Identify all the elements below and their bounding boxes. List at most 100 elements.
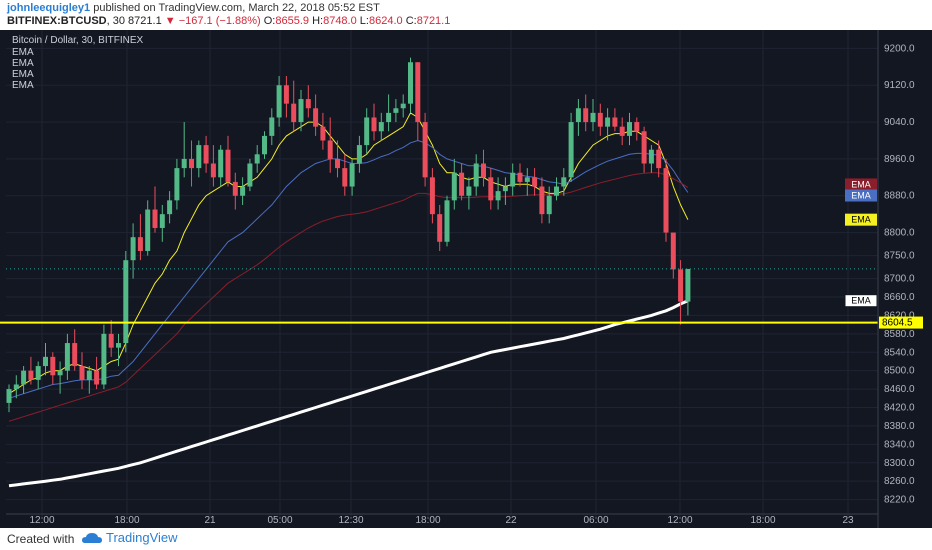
x-tick-label: 12:30: [338, 515, 363, 526]
candle-body: [298, 99, 304, 123]
candle-body: [159, 214, 165, 228]
candle-body: [210, 163, 216, 178]
candle-body: [196, 145, 202, 169]
candle-body: [532, 177, 538, 187]
author-link[interactable]: johnleequigley1: [7, 2, 91, 14]
high-label: H:: [312, 15, 324, 27]
candle-body: [240, 186, 246, 196]
candle-body: [634, 122, 640, 132]
ema-line: [8, 172, 689, 422]
candle-body: [137, 237, 143, 251]
price-axis: 8220.0 8260.0 8300.0 8340.0 8380.0 8420.0 8460…: [877, 30, 932, 528]
candle-body: [568, 122, 574, 178]
candle-body: [269, 117, 275, 136]
legend-ema-1: EMA: [12, 47, 34, 58]
candle-body: [648, 149, 654, 164]
candle-body: [575, 108, 581, 123]
candle-body: [473, 163, 479, 187]
tradingview-brand[interactable]: TradingView: [82, 530, 178, 545]
candle-body: [232, 181, 238, 196]
x-tick-label: 05:00: [267, 515, 292, 526]
candle-body: [335, 158, 340, 169]
candle-body: [437, 214, 443, 242]
y-tick-label: 8800.0: [884, 228, 915, 239]
candle-body: [685, 268, 691, 302]
candle-body: [371, 117, 377, 132]
y-tick-label: 8620.0: [884, 310, 915, 321]
ema-price-tag: [845, 178, 877, 191]
candle-body: [43, 356, 48, 367]
y-tick-label: 8380.0: [884, 421, 915, 432]
y-tick-label: 8880.0: [884, 191, 915, 202]
x-tick-label: 18:00: [415, 515, 440, 526]
candle-body: [502, 186, 508, 192]
last-price: 8721.1: [128, 15, 162, 27]
candle-body: [466, 186, 472, 196]
y-tick-label: 8580.0: [884, 329, 915, 340]
close-value: 8721.1: [416, 15, 451, 27]
chart-area[interactable]: EMA EMA EMA EMA 8220.0 8260.0 8300.0 8340.0 838…: [0, 30, 932, 528]
candle-body: [218, 149, 224, 178]
candle-body: [189, 158, 194, 169]
candle-body: [203, 145, 209, 164]
candle-body: [130, 237, 136, 261]
candle-body: [145, 209, 151, 251]
ema-price-tag: [844, 294, 878, 308]
candle-body: [612, 117, 618, 127]
legend-title: Bitcoin / Dollar, 30, BITFINEX: [12, 35, 143, 46]
ema-price-tag-label: EMA: [851, 191, 871, 201]
open-label: O:: [263, 15, 276, 27]
low-label: L:: [359, 15, 369, 27]
y-tick-label: 9200.0: [884, 43, 915, 54]
created-with-label: Created with: [7, 532, 75, 546]
candle-body: [517, 172, 523, 182]
candle-body: [670, 232, 676, 270]
y-tick-label: 8960.0: [884, 154, 915, 165]
y-tick-label: 8500.0: [884, 366, 915, 377]
y-tick-label: 8540.0: [884, 347, 915, 358]
candle-body: [291, 103, 297, 123]
open-value: 8655.9: [275, 15, 310, 27]
candle-body: [415, 62, 421, 123]
legend-ema-2: EMA: [12, 58, 34, 69]
candle-body: [86, 370, 92, 380]
legend-ema-3: EMA: [12, 69, 34, 80]
candle-body: [116, 343, 121, 348]
brand-name: TradingView: [106, 530, 178, 545]
candle-body: [254, 154, 260, 164]
x-tick-label: 06:00: [583, 515, 608, 526]
publish-info: published on TradingView.com, March 22, …: [93, 2, 380, 14]
candle-body: [590, 112, 596, 123]
ohlc-line: BITFINEX:BTCUSD, 30 8721.1 ▼ −167.1 (−1.…: [7, 15, 451, 27]
candle-body: [481, 163, 486, 178]
candle-body: [561, 177, 567, 187]
ema-price-tag: [845, 213, 877, 226]
candles: [6, 57, 691, 413]
candle-body: [641, 131, 647, 164]
y-tick-label: 8300.0: [884, 458, 915, 469]
candle-body: [247, 163, 253, 187]
candle-body: [408, 62, 413, 104]
candle-body: [79, 366, 85, 380]
y-tick-label: 8260.0: [884, 476, 915, 487]
candle-body: [57, 370, 63, 376]
candle-body: [283, 85, 289, 104]
candle-body: [327, 140, 333, 159]
support-price-label: 8604.5: [882, 318, 913, 329]
x-tick-label: 23: [842, 515, 854, 526]
x-tick-label: 18:00: [114, 515, 139, 526]
candle-body: [656, 149, 662, 169]
candle-body: [488, 177, 494, 201]
footer: Created with TradingView: [0, 528, 932, 550]
cloud-icon: [82, 532, 102, 543]
candle-body: [597, 112, 603, 127]
legend-ema-4: EMA: [12, 80, 34, 91]
candle-body: [444, 200, 450, 242]
axis-bg: [878, 30, 932, 528]
candle-body: [181, 158, 187, 169]
candle-body: [342, 168, 348, 187]
time-axis: 12:00 18:00 21 05:00 12:30 18:00 22 06:00 12:00 1…: [6, 513, 878, 526]
candle-body: [152, 209, 158, 228]
candle-body: [524, 177, 530, 182]
